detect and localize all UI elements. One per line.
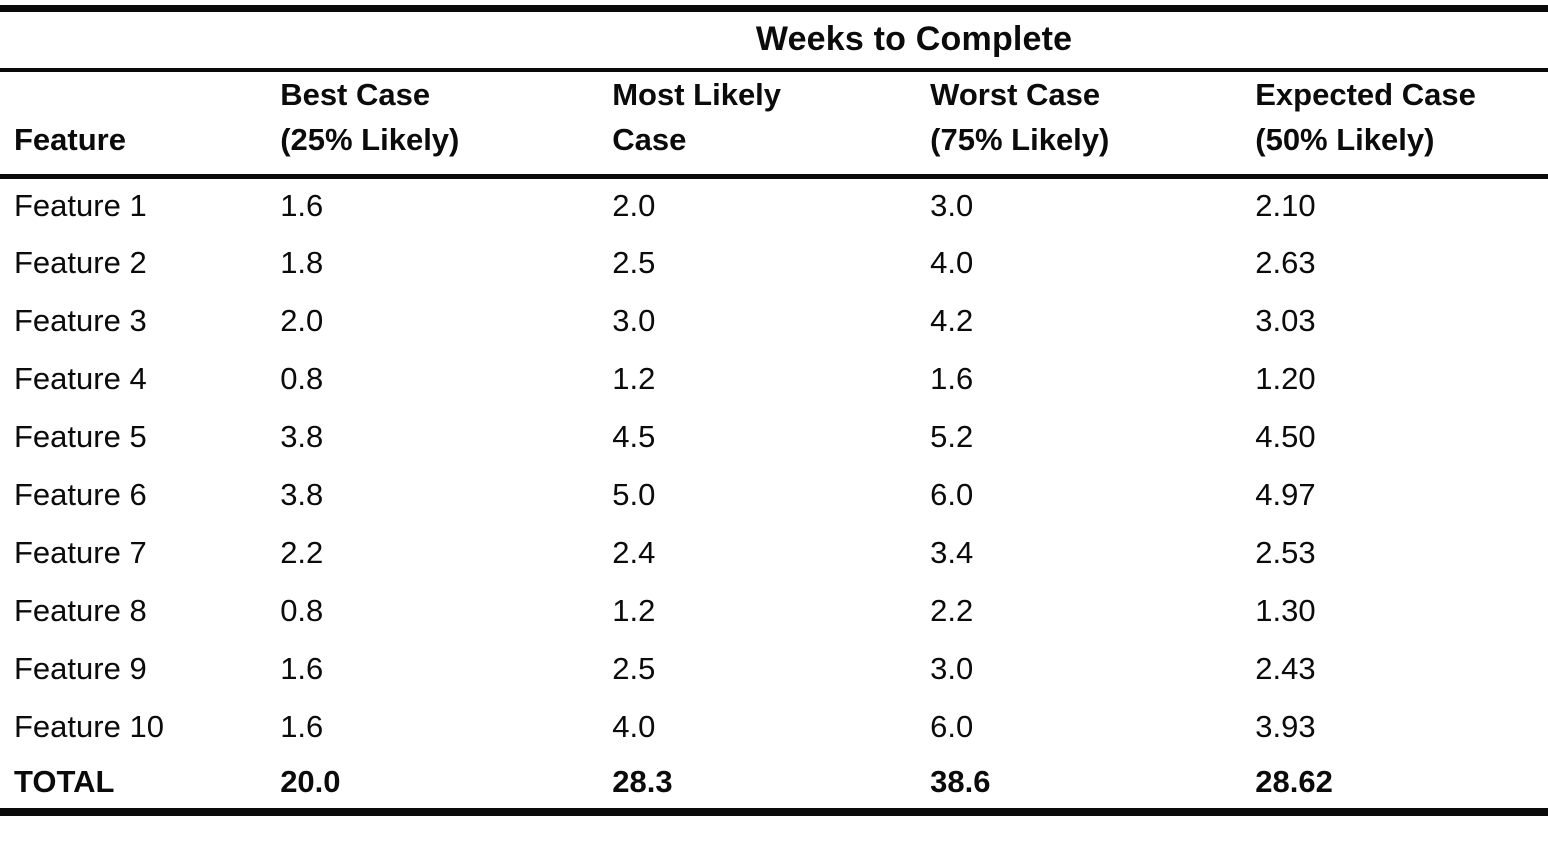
worst-case-cell: 3.4 — [930, 535, 974, 570]
table-row: Feature 2 1.8 2.5 4.0 2.63 — [0, 234, 1548, 292]
best-case-cell: 0.8 — [280, 361, 324, 396]
total-label-cell: TOTAL — [14, 764, 115, 799]
best-case-cell: 0.8 — [280, 593, 324, 628]
feature-cell: Feature 10 — [14, 709, 164, 744]
worst-case-cell: 1.6 — [930, 361, 974, 396]
best-case-cell: 3.8 — [280, 419, 324, 454]
feature-cell: Feature 4 — [14, 361, 147, 396]
best-case-cell: 2.0 — [280, 303, 324, 338]
best-case-cell: 2.2 — [280, 535, 324, 570]
total-row: TOTAL 20.0 28.3 38.6 28.62 — [0, 756, 1548, 812]
expected-case-cell: 4.97 — [1255, 477, 1316, 512]
expected-case-cell: 3.03 — [1255, 303, 1316, 338]
estimation-table: Weeks to Complete Feature Best Case (25%… — [0, 5, 1548, 816]
most-likely-cell: 1.2 — [612, 361, 656, 396]
worst-case-cell: 4.0 — [930, 245, 974, 280]
expected-case-cell: 2.53 — [1255, 535, 1316, 570]
most-likely-cell: 2.0 — [612, 188, 656, 224]
column-header-row: Feature Best Case (25% Likely) Most Like… — [0, 69, 1548, 179]
spanner-empty-cell — [0, 8, 281, 72]
total-worst-case-cell: 38.6 — [930, 764, 991, 799]
col-header-line: Case — [612, 121, 687, 157]
most-likely-cell: 2.5 — [612, 245, 656, 280]
table-row: Feature 3 2.0 3.0 4.2 3.03 — [0, 292, 1548, 350]
feature-cell: Feature 7 — [14, 535, 147, 570]
expected-case-cell: 4.50 — [1255, 419, 1316, 454]
table-spanner-title: Weeks to Complete — [280, 8, 1548, 72]
spanner-row: Weeks to Complete — [0, 8, 1548, 72]
feature-cell: Feature 5 — [14, 419, 147, 454]
worst-case-cell: 2.2 — [930, 593, 974, 628]
table-row: Feature 8 0.8 1.2 2.2 1.30 — [0, 582, 1548, 640]
total-expected-case-cell: 28.62 — [1255, 764, 1333, 799]
feature-cell: Feature 3 — [14, 303, 147, 338]
col-header-best-case: Best Case (25% Likely) — [280, 69, 613, 179]
scanned-document-page: Weeks to Complete Feature Best Case (25%… — [0, 5, 1548, 816]
col-header-most-likely-case: Most Likely Case — [612, 69, 931, 179]
feature-cell: Feature 8 — [14, 593, 147, 628]
most-likely-cell: 3.0 — [612, 303, 656, 338]
most-likely-cell: 2.4 — [612, 535, 656, 570]
col-header-line: Best Case — [280, 76, 431, 112]
table-row: Feature 7 2.2 2.4 3.4 2.53 — [0, 524, 1548, 582]
most-likely-cell: 2.5 — [612, 651, 656, 686]
total-most-likely-cell: 28.3 — [612, 764, 673, 799]
table-row: Feature 10 1.6 4.0 6.0 3.93 — [0, 698, 1548, 756]
most-likely-cell: 4.0 — [612, 709, 656, 744]
table-row: Feature 6 3.8 5.0 6.0 4.97 — [0, 466, 1548, 524]
table-row: Feature 5 3.8 4.5 5.2 4.50 — [0, 408, 1548, 466]
best-case-cell: 1.6 — [280, 651, 324, 686]
best-case-cell: 1.6 — [280, 709, 324, 744]
expected-case-cell: 1.30 — [1255, 593, 1316, 628]
total-best-case-cell: 20.0 — [280, 764, 341, 799]
worst-case-cell: 3.0 — [930, 651, 974, 686]
col-header-feature: Feature — [0, 69, 281, 179]
expected-case-cell: 2.43 — [1255, 651, 1316, 686]
feature-cell: Feature 6 — [14, 477, 147, 512]
best-case-cell: 1.8 — [280, 245, 324, 280]
expected-case-cell: 2.10 — [1255, 188, 1316, 224]
worst-case-cell: 3.0 — [930, 188, 974, 224]
best-case-cell: 3.8 — [280, 477, 324, 512]
col-header-worst-case: Worst Case (75% Likely) — [930, 69, 1256, 179]
best-case-cell: 1.6 — [280, 188, 324, 224]
expected-case-cell: 1.20 — [1255, 361, 1316, 396]
expected-case-cell: 3.93 — [1255, 709, 1316, 744]
worst-case-cell: 6.0 — [930, 477, 974, 512]
col-header-line: Worst Case — [930, 76, 1101, 112]
most-likely-cell: 4.5 — [612, 419, 656, 454]
expected-case-cell: 2.63 — [1255, 245, 1316, 280]
col-header-line: Feature — [14, 121, 126, 157]
col-header-line: Most Likely — [612, 76, 782, 112]
table-row: Feature 4 0.8 1.2 1.6 1.20 — [0, 350, 1548, 408]
col-header-line: Expected Case — [1255, 76, 1476, 112]
table-row: Feature 1 1.6 2.0 3.0 2.10 — [0, 176, 1548, 234]
worst-case-cell: 6.0 — [930, 709, 974, 744]
most-likely-cell: 1.2 — [612, 593, 656, 628]
feature-cell: Feature 1 — [14, 188, 147, 224]
most-likely-cell: 5.0 — [612, 477, 656, 512]
feature-cell: Feature 2 — [14, 245, 147, 280]
table-row: Feature 9 1.6 2.5 3.0 2.43 — [0, 640, 1548, 698]
feature-cell: Feature 9 — [14, 651, 147, 686]
worst-case-cell: 5.2 — [930, 419, 974, 454]
worst-case-cell: 4.2 — [930, 303, 974, 338]
col-header-expected-case: Expected Case (50% Likely) — [1255, 69, 1548, 179]
col-header-line: (25% Likely) — [280, 121, 460, 157]
col-header-line: (75% Likely) — [930, 121, 1110, 157]
col-header-line: (50% Likely) — [1255, 121, 1435, 157]
